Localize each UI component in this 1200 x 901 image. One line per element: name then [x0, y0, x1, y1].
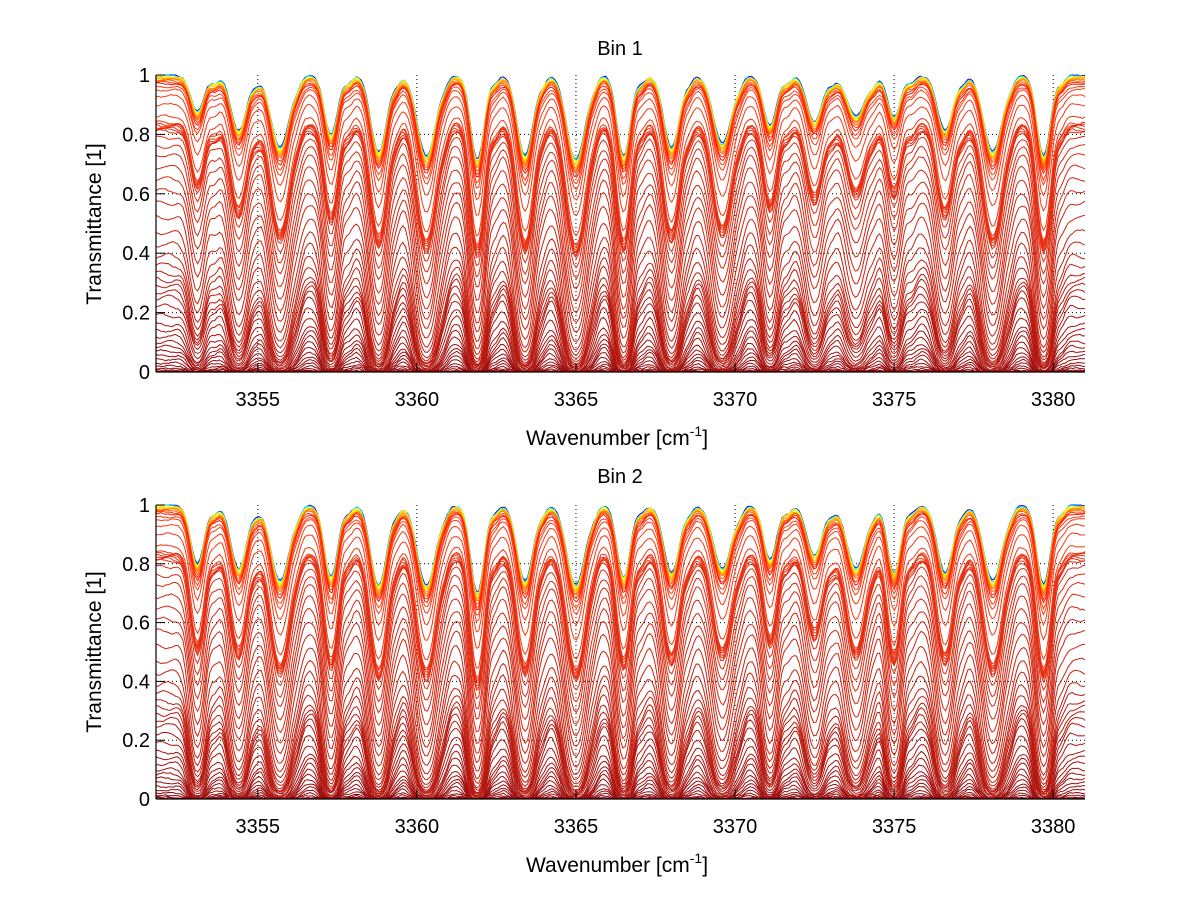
y-axis-label: Transmittance [1] [83, 143, 106, 304]
transmittance-series [155, 512, 1086, 611]
transmittance-series [155, 262, 1086, 363]
y-tick-labels: 0 0.2 0.4 0.6 0.8 1 [122, 495, 150, 811]
transmittance-series [155, 294, 1085, 370]
transmittance-series [155, 680, 1086, 789]
transmittance-series [155, 144, 1086, 280]
transmittance-series [155, 573, 1086, 710]
y-tick-label: 0.8 [122, 554, 150, 576]
transmittance-series [155, 689, 1086, 791]
transmittance-series [155, 85, 1085, 185]
y-tick-label: 1 [139, 495, 150, 517]
y-tick-label: 0 [139, 789, 150, 811]
transmittance-series [155, 581, 1086, 720]
transmittance-series [155, 628, 1086, 764]
x-tick-label: 3365 [554, 389, 599, 411]
transmittance-series [155, 200, 1086, 334]
y-tick-label: 0.2 [122, 730, 150, 752]
transmittance-series [155, 643, 1086, 772]
y-tick-label: 1 [139, 65, 150, 87]
transmittance-series [155, 188, 1086, 324]
x-tick-label: 3360 [395, 816, 440, 838]
y-tick-label: 0.2 [122, 303, 150, 325]
axes [155, 504, 1085, 800]
transmittance-series [156, 515, 1086, 616]
transmittance-series [155, 755, 1086, 800]
transmittance-series [155, 605, 1086, 744]
subplot-bin-1: Bin 1 3355 3360 3365 3370 3375 3380 0 0.2 0.4 0.… [83, 38, 1086, 450]
transmittance-series [155, 544, 1086, 669]
transmittance-series [155, 321, 1086, 373]
transmittance-series [155, 176, 1086, 314]
transmittance-series [155, 252, 1086, 360]
transmittance-series [155, 761, 1086, 800]
transmittance-series [155, 241, 1086, 356]
x-axis-label: Wavenumber [cm-1] [526, 850, 708, 877]
transmittance-series [155, 88, 1086, 191]
x-tick-label: 3380 [1031, 816, 1076, 838]
x-tick-label: 3375 [872, 816, 917, 838]
subplot-bin-2: Bin 2 3355 3360 3365 3370 3375 3380 0 0.2 0.4 0.… [83, 466, 1086, 877]
transmittance-series [155, 722, 1086, 797]
y-tick-label: 0.6 [122, 184, 150, 206]
transmittance-series [155, 270, 1086, 366]
transmittance-series [155, 214, 1086, 343]
transmittance-series [155, 82, 1086, 178]
x-tick-label: 3375 [872, 389, 917, 411]
transmittance-series [155, 135, 1086, 269]
chart-title: Bin 2 [597, 466, 643, 488]
y-tick-label: 0 [139, 362, 150, 384]
x-tick-label: 3365 [554, 816, 599, 838]
transmittance-series [155, 616, 1086, 754]
transmittance-series [155, 523, 1085, 633]
transmittance-series [155, 303, 1086, 371]
transmittance-series [155, 333, 1086, 373]
transmittance-series [155, 153, 1086, 290]
transmittance-series [155, 93, 1086, 201]
x-tick-label: 3355 [236, 816, 281, 838]
transmittance-series [155, 114, 1086, 237]
chart-title: Bin 1 [597, 38, 643, 60]
transmittance-series [155, 276, 1086, 367]
x-tick-label: 3380 [1031, 389, 1076, 411]
x-tick-labels: 3355 3360 3365 3370 3375 3380 [236, 816, 1076, 838]
transmittance-series [155, 731, 1086, 798]
y-tick-label: 0.8 [122, 124, 150, 146]
transmittance-series [156, 518, 1085, 623]
transmittance-series [155, 669, 1086, 785]
axes [155, 74, 1085, 373]
transmittance-series [155, 164, 1086, 302]
transmittance-series [155, 282, 1086, 368]
transmittance-series [155, 532, 1086, 649]
transmittance-series [155, 740, 1086, 799]
y-tick-label: 0.4 [122, 243, 150, 265]
transmittance-series [155, 593, 1086, 733]
transmittance-series [155, 657, 1086, 779]
x-tick-label: 3370 [713, 389, 758, 411]
transmittance-series [156, 558, 1086, 691]
transmittance-series [155, 704, 1086, 794]
transmittance-series [155, 699, 1086, 794]
y-tick-labels: 0 0.2 0.4 0.6 0.8 1 [122, 65, 150, 384]
x-tick-labels: 3355 3360 3365 3370 3375 3380 [236, 389, 1076, 411]
transmittance-series [155, 229, 1086, 351]
y-tick-label: 0.6 [122, 613, 150, 635]
y-tick-label: 0.4 [122, 671, 150, 693]
transmittance-series [155, 716, 1086, 797]
x-axis-label: Wavenumber [cm-1] [526, 423, 708, 450]
transmittance-series [155, 711, 1086, 795]
transmittance-series [156, 102, 1086, 217]
transmittance-series [155, 129, 1086, 260]
transmittance-series [155, 564, 1086, 700]
x-tick-label: 3360 [395, 389, 440, 411]
x-tick-label: 3355 [236, 389, 281, 411]
x-tick-label: 3370 [713, 816, 758, 838]
y-axis-label: Transmittance [1] [83, 571, 106, 732]
